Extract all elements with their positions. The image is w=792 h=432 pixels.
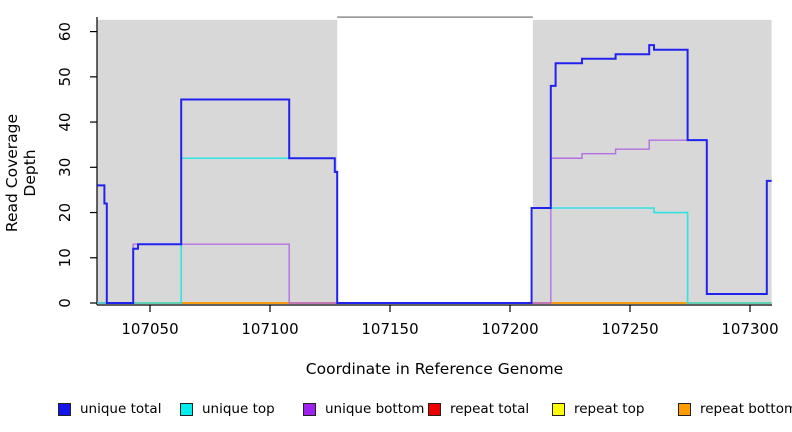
masked-region [97,19,338,304]
y-tick-label: 60 [56,22,74,41]
x-tick-label: 107300 [721,320,778,338]
legend-item-repeat-top: repeat top [552,398,644,420]
y-tick-label: 50 [56,67,74,86]
legend-item-repeat-bottom: repeat bottom [678,398,792,420]
chart-legend: unique total unique top unique bottom repea… [0,398,792,424]
legend-label: unique total [80,401,162,417]
y-tick-label: 20 [56,203,74,222]
legend-swatch-unique-bottom [303,402,316,416]
x-axis-title: Coordinate in Reference Genome [305,360,564,378]
y-tick-label: 0 [56,298,74,308]
masked-region [532,19,772,304]
legend-swatch-unique-top [180,402,193,416]
legend-item-repeat-total: repeat total [428,398,529,420]
legend-swatch-repeat-top [552,402,565,416]
x-tick-label: 107150 [361,320,418,338]
legend-label: repeat total [450,401,530,417]
y-tick-label: 10 [56,248,74,267]
y-axis-title: Read Coverage Depth [3,113,39,233]
x-tick-label: 107050 [121,320,178,338]
legend-swatch-repeat-bottom [678,402,691,416]
x-tick-label: 107100 [241,320,298,338]
legend-item-unique-bottom: unique bottom [303,398,424,420]
y-tick-label: 30 [56,158,74,177]
y-tick-label: 40 [56,113,74,132]
legend-swatch-repeat-total [428,402,441,416]
x-tick-label: 107250 [601,320,658,338]
series-unique-total [97,44,772,304]
legend-swatch-unique-total [58,402,71,416]
legend-item-unique-total: unique total [58,398,161,420]
legend-label: repeat bottom [700,401,792,417]
coverage-plot: 0 10 20 30 40 50 60 107050 107100 107150 107200 107… [56,16,779,338]
legend-item-unique-top: unique top [180,398,275,420]
x-tick-label: 107200 [481,320,538,338]
legend-label: unique top [202,401,275,417]
legend-label: unique bottom [325,401,425,417]
legend-label: repeat top [574,401,645,417]
